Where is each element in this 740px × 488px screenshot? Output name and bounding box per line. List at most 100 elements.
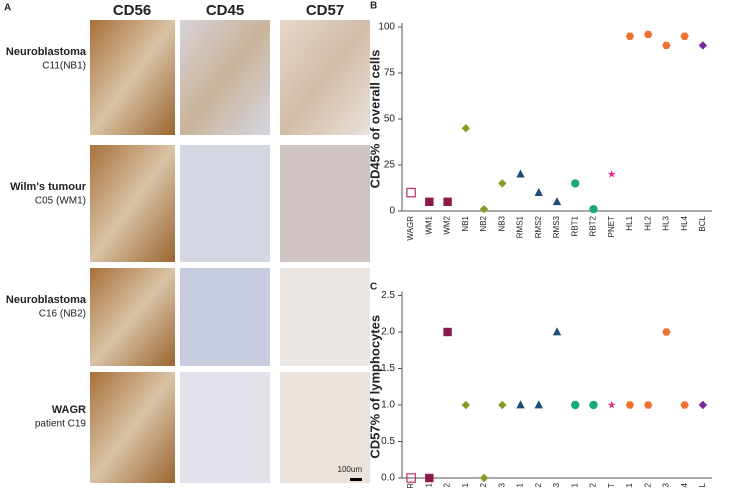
micrograph	[280, 372, 370, 483]
x-tick-label: RMS3	[552, 215, 561, 238]
x-tick-label: RBT2	[589, 482, 598, 488]
y-tick-label: 1.5	[381, 363, 395, 374]
marker	[571, 179, 580, 188]
micrograph	[90, 268, 175, 366]
row-subtitle: C11(NB1)	[42, 61, 86, 72]
marker	[643, 30, 653, 38]
x-tick-label: HL1	[625, 215, 634, 230]
x-tick-label: RMS2	[534, 482, 543, 488]
micrograph	[90, 20, 175, 135]
marker	[443, 327, 452, 337]
x-tick-label: HL1	[625, 482, 634, 488]
x-tick-label: RMS1	[516, 215, 525, 238]
marker	[443, 197, 452, 206]
micrograph	[180, 372, 270, 483]
x-tick-label: PNET	[607, 483, 616, 488]
marker	[461, 400, 471, 410]
marker	[552, 327, 562, 336]
marker	[534, 400, 543, 409]
y-tick-label: 2.0	[381, 327, 395, 338]
x-tick-label: BCL	[698, 215, 707, 231]
marker	[516, 169, 525, 178]
x-tick-label: RMS3	[552, 482, 561, 488]
marker	[498, 179, 507, 188]
marker	[406, 187, 416, 198]
y-tick-label: 0.0	[381, 473, 395, 484]
marker	[698, 41, 708, 50]
y-axis-label: CD57% of lymphocytes	[367, 315, 382, 459]
marker	[571, 400, 580, 410]
x-tick-label: HL2	[643, 482, 652, 488]
x-tick-label: HL3	[662, 482, 671, 488]
column-header: CD45	[206, 2, 244, 19]
x-tick-label: RBT1	[570, 482, 579, 488]
row-title: Neuroblastoma	[6, 294, 87, 306]
x-tick-label: WM1	[424, 482, 433, 488]
x-tick-label: NB2	[479, 215, 488, 231]
x-tick-label: HL4	[680, 215, 689, 230]
row-subtitle: C16 (NB2)	[39, 309, 86, 320]
marker	[662, 41, 671, 50]
y-tick-label: 75	[384, 68, 396, 79]
marker	[643, 401, 653, 409]
micrographs	[90, 20, 370, 483]
x-tick-label: RMS1	[516, 482, 525, 488]
x-tick-label: NB1	[461, 482, 470, 488]
x-tick-label: WAGR	[406, 483, 415, 488]
micrograph	[90, 145, 175, 262]
row-subtitle: patient C19	[35, 419, 87, 430]
scale-bar	[350, 478, 362, 481]
marker	[680, 401, 689, 409]
y-axis-label: CD45% of overall cells	[367, 50, 382, 189]
x-tick-label: NB1	[461, 215, 470, 231]
y-tick-label: 25	[384, 160, 396, 171]
y-tick-label: 0	[389, 206, 395, 217]
x-tick-label: BCL	[698, 482, 707, 488]
x-tick-label: RBT2	[589, 215, 598, 236]
marker	[479, 204, 489, 214]
x-tick-label: HL2	[643, 215, 652, 230]
x-tick-label: WM1	[424, 215, 433, 234]
marker	[479, 473, 489, 483]
micrograph	[180, 145, 270, 262]
marker	[461, 124, 471, 133]
x-tick-label: PNET	[607, 216, 616, 237]
column-header: CD57	[306, 2, 344, 19]
x-tick-label: NB3	[497, 482, 506, 488]
y-tick-label: 100	[378, 22, 395, 33]
micrograph	[280, 145, 370, 262]
micrograph	[180, 268, 270, 366]
marker	[406, 473, 416, 483]
scale-bar-label: 100um	[338, 465, 363, 474]
marker	[625, 401, 635, 409]
x-tick-label: RBT1	[570, 215, 579, 236]
x-tick-label: NB3	[497, 215, 506, 231]
x-tick-label: HL4	[680, 482, 689, 488]
marker	[680, 32, 689, 40]
panel-label: C	[370, 282, 377, 293]
marker	[607, 170, 616, 178]
x-tick-label: WAGR	[406, 216, 415, 241]
row-subtitle: C05 (WM1)	[35, 196, 86, 207]
panel-label: A	[4, 3, 11, 14]
marker	[625, 32, 635, 40]
x-tick-label: WM2	[443, 215, 452, 234]
y-tick-label: 1.0	[381, 400, 395, 411]
x-tick-label: HL3	[662, 215, 671, 230]
x-tick-label: RMS2	[534, 215, 543, 238]
marker	[589, 204, 598, 214]
row-title: Wilm's tumour	[10, 181, 87, 193]
panel-label: B	[370, 1, 377, 12]
marker	[425, 473, 434, 483]
row-title: WAGR	[52, 404, 86, 416]
micrograph	[180, 20, 270, 135]
y-tick-label: 50	[384, 114, 396, 125]
marker	[589, 400, 598, 410]
micrograph	[280, 268, 370, 366]
y-tick-label: 2.5	[381, 290, 395, 301]
x-tick-label: WM2	[443, 482, 452, 488]
row-title: Neuroblastoma	[6, 46, 87, 58]
micrograph	[90, 372, 175, 483]
y-tick-label: 0.5	[381, 436, 395, 447]
